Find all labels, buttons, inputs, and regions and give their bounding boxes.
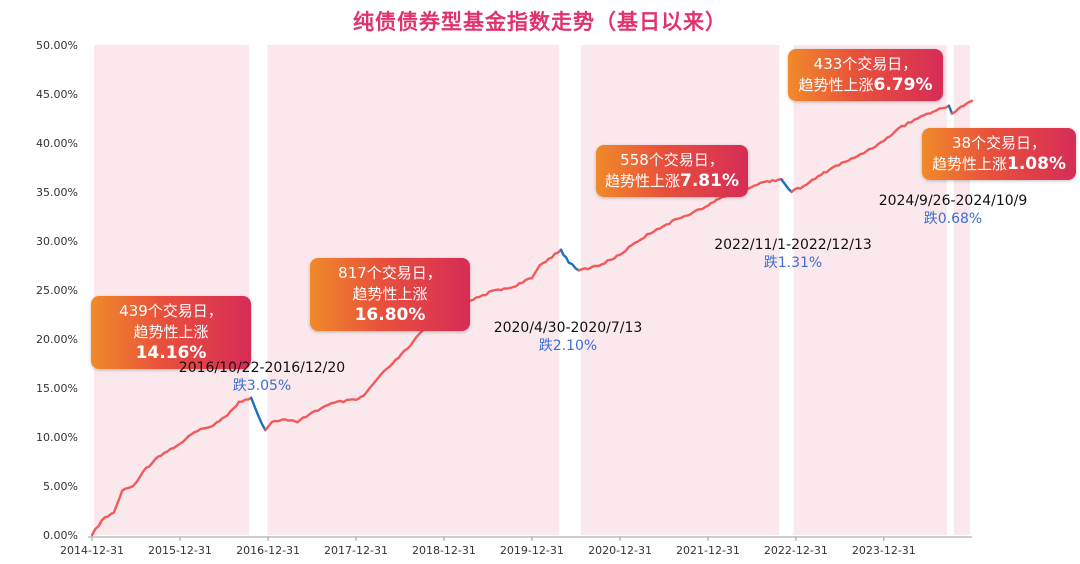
y-tick-label: 20.00% — [36, 333, 78, 346]
callout-days: 558个交易日， — [620, 151, 724, 169]
callout-prefix: 趋势性上涨 — [133, 323, 209, 341]
y-tick-label: 35.00% — [36, 186, 78, 199]
uptrend-band-3 — [580, 45, 780, 535]
y-tick-label: 30.00% — [36, 235, 78, 248]
series-segment-6 — [780, 178, 793, 194]
drawdown-range: 2016/10/22-2016/12/20 — [178, 360, 346, 376]
series-segment-8 — [947, 104, 954, 115]
uptrend-bands — [94, 45, 970, 535]
x-tick-label: 2014-12-31 — [60, 544, 124, 557]
drawdown-label-4: 2024/9/26-2024/10/9 跌0.68% — [872, 192, 1034, 228]
x-tick-label: 2023-12-31 — [852, 544, 916, 557]
uptrend-callout-2: 817个交易日， 趋势性上涨 16.80% — [310, 258, 470, 331]
uptrend-callout-5: 38个交易日， 趋势性上涨1.08% — [922, 128, 1076, 180]
callout-prefix: 趋势性上涨 — [352, 285, 428, 303]
uptrend-band-5 — [954, 45, 970, 535]
series-lines — [90, 99, 974, 537]
series-segment-3 — [264, 248, 563, 432]
uptrend-band-4 — [793, 45, 947, 535]
y-axis: 0.00% 5.00% 10.00% 15.00% 20.00% 25.00% 30.00%… — [36, 39, 78, 542]
callout-value: 1.08% — [1007, 154, 1066, 174]
x-tick-label: 2017-12-31 — [324, 544, 388, 557]
drawdown-label-3: 2022/11/1-2022/12/13 跌1.31% — [708, 236, 878, 272]
drawdown-range: 2020/4/30-2020/7/13 — [493, 320, 643, 336]
callout-days: 38个交易日， — [951, 134, 1047, 152]
chart-title: 纯债债券型基金指数走势（基日以来） — [353, 10, 727, 34]
drawdown-label-2: 2020/4/30-2020/7/13 跌2.10% — [488, 319, 648, 355]
y-tick-label: 40.00% — [36, 137, 78, 150]
callout-prefix: 趋势性上涨 — [932, 155, 1008, 173]
drawdown-range: 2022/11/1-2022/12/13 — [714, 237, 872, 253]
x-tick-label: 2015-12-31 — [148, 544, 212, 557]
callout-value: 6.79% — [873, 75, 933, 95]
series-segment-4 — [559, 248, 581, 272]
callout-days: 439个交易日， — [119, 302, 223, 320]
callout-days: 817个交易日， — [338, 264, 442, 282]
callout-days: 433个交易日， — [813, 55, 918, 73]
drawdown-range: 2024/9/26-2024/10/9 — [878, 193, 1028, 209]
callout-prefix: 趋势性上涨 — [798, 76, 874, 94]
uptrend-callout-4: 433个交易日， 趋势性上涨6.79% — [788, 49, 943, 101]
callout-value: 14.16% — [135, 343, 207, 363]
y-tick-label: 45.00% — [36, 88, 78, 101]
series-segment-1 — [90, 396, 253, 537]
y-tick-label: 10.00% — [36, 431, 78, 444]
y-tick-label: 5.00% — [43, 480, 78, 493]
drawdown-pct: 跌3.05% — [232, 378, 292, 394]
callout-prefix: 趋势性上涨 — [605, 172, 681, 190]
x-tick-label: 2020-12-31 — [588, 544, 652, 557]
y-tick-label: 50.00% — [36, 39, 78, 52]
uptrend-callout-3: 558个交易日， 趋势性上涨7.81% — [596, 145, 748, 197]
series-segment-2 — [250, 396, 267, 432]
x-tick-label: 2018-12-31 — [412, 544, 476, 557]
x-axis: 2014-12-31 2015-12-31 2016-12-31 2017-12-31… — [60, 536, 972, 557]
uptrend-callout-1: 439个交易日， 趋势性上涨 14.16% — [91, 296, 251, 369]
y-tick-label: 25.00% — [36, 284, 78, 297]
y-tick-label: 15.00% — [36, 382, 78, 395]
x-tick-label: 2021-12-31 — [676, 544, 740, 557]
series-segment-9 — [950, 99, 974, 115]
x-tick-label: 2022-12-31 — [764, 544, 828, 557]
callout-value: 16.80% — [354, 305, 426, 325]
drawdown-pct: 跌1.31% — [763, 255, 823, 271]
series-segment-7 — [790, 104, 951, 194]
drawdown-pct: 跌2.10% — [538, 338, 598, 354]
x-tick-label: 2019-12-31 — [500, 544, 564, 557]
drawdown-label-1: 2016/10/22-2016/12/20 跌3.05% — [172, 359, 352, 395]
drawdown-pct: 跌0.68% — [923, 211, 983, 227]
callout-value: 7.81% — [680, 171, 739, 191]
uptrend-band-1 — [94, 45, 250, 535]
y-tick-label: 0.00% — [43, 529, 78, 542]
x-tick-label: 2016-12-31 — [236, 544, 300, 557]
